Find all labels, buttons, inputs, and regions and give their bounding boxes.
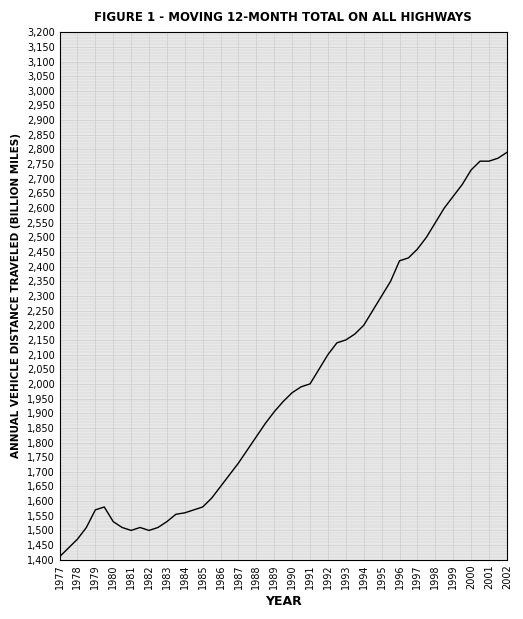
Title: FIGURE 1 - MOVING 12-MONTH TOTAL ON ALL HIGHWAYS: FIGURE 1 - MOVING 12-MONTH TOTAL ON ALL … [94,11,472,24]
Y-axis label: ANNUAL VEHICLE DISTANCE TRAVELED (BILLION MILES): ANNUAL VEHICLE DISTANCE TRAVELED (BILLIO… [11,134,21,459]
X-axis label: YEAR: YEAR [265,595,302,608]
